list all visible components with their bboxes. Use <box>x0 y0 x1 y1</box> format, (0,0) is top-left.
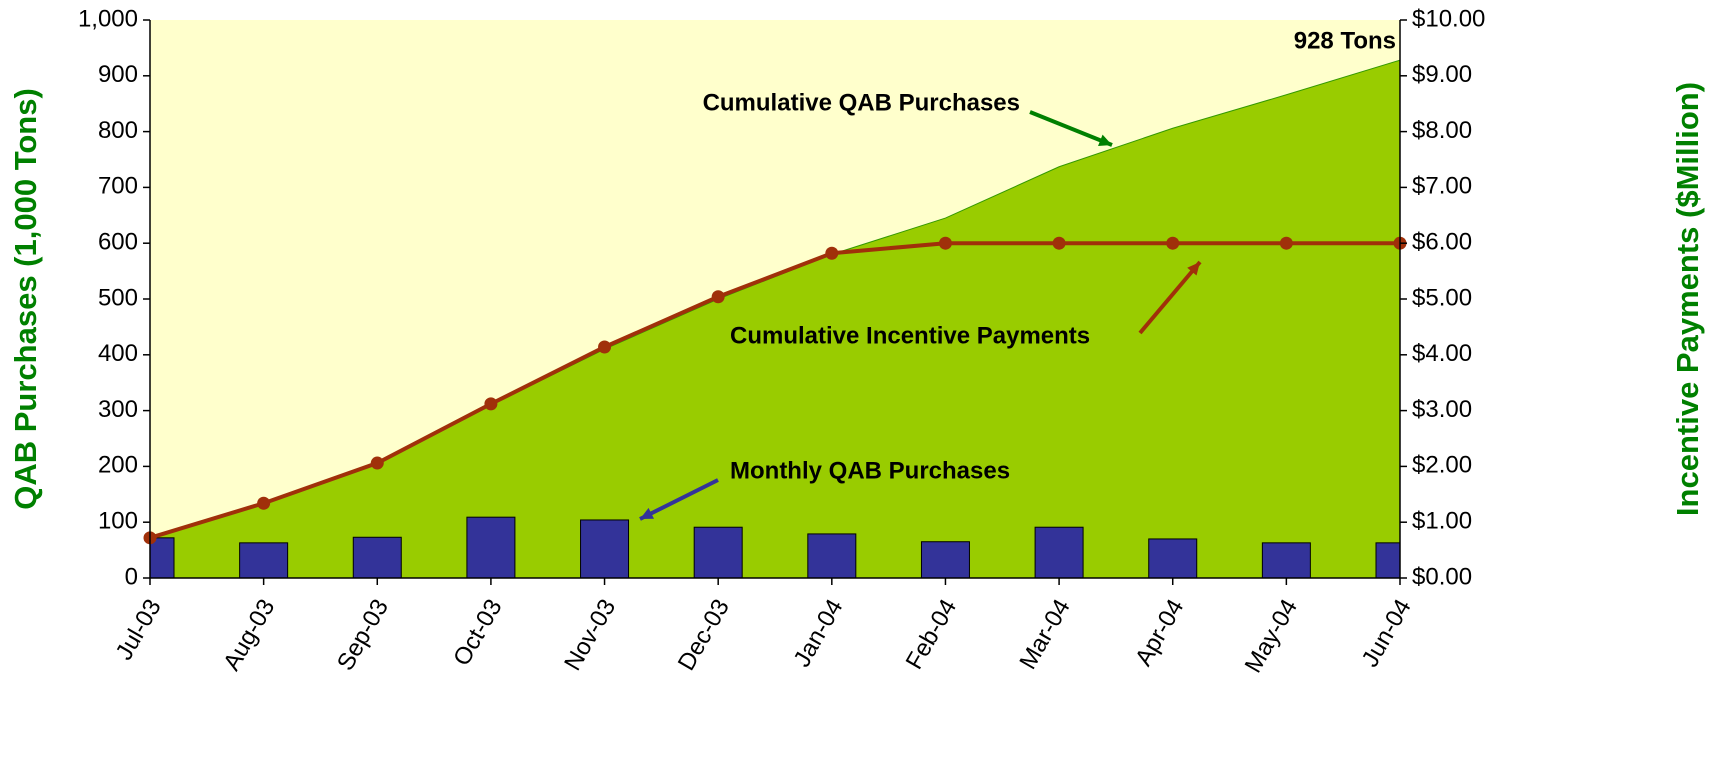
series-label: Cumulative QAB Purchases <box>703 89 1020 116</box>
x-tick-label: Sep-03 <box>332 595 394 676</box>
bar <box>150 537 175 578</box>
series-label: Cumulative Incentive Payments <box>730 322 1090 349</box>
label-arrow <box>1029 110 1113 147</box>
bar <box>580 519 630 578</box>
x-tick-label: Apr-04 <box>1130 595 1189 671</box>
y-tick-label: 300 <box>98 396 138 423</box>
annotation: 928 Tons <box>1294 27 1396 54</box>
x-tick-label: Jan-04 <box>788 595 848 672</box>
y-tick-label: 1,000 <box>78 5 138 32</box>
y2-tick-label: $2.00 <box>1412 452 1472 479</box>
x-tick-label: Nov-03 <box>559 595 621 676</box>
y2-axis-title: Incentive Payments ($Million) <box>1670 82 1705 516</box>
y-tick-label: 900 <box>98 61 138 88</box>
y-tick-label: 800 <box>98 117 138 144</box>
arrow-head <box>640 507 654 519</box>
bar <box>466 516 516 578</box>
line-marker <box>1052 236 1066 250</box>
line-marker <box>825 246 839 260</box>
x-tick-label: Mar-04 <box>1014 595 1075 674</box>
y-tick-label: 500 <box>98 284 138 311</box>
arrow-head <box>1098 134 1112 146</box>
label-arrow <box>1138 260 1202 335</box>
line-marker <box>1166 236 1180 250</box>
y2-tick-label: $4.00 <box>1412 340 1472 367</box>
line-marker <box>1279 236 1293 250</box>
y2-tick-label: $3.00 <box>1412 396 1472 423</box>
x-tick-label: Jul-03 <box>111 595 167 665</box>
bar <box>1148 538 1198 578</box>
y-tick-label: 600 <box>98 229 138 256</box>
y2-tick-label: $0.00 <box>1412 563 1472 590</box>
y-tick-label: 0 <box>125 563 138 590</box>
x-tick-label: May-04 <box>1240 595 1303 678</box>
bar <box>1034 526 1084 578</box>
y2-tick-label: $5.00 <box>1412 284 1472 311</box>
bar <box>807 533 857 578</box>
arrow-head <box>1187 262 1200 276</box>
x-tick-label: Jun-04 <box>1357 595 1417 672</box>
series-label: Monthly QAB Purchases <box>730 457 1010 484</box>
line-marker <box>257 496 271 510</box>
x-tick-label: Dec-03 <box>673 595 735 676</box>
x-tick-label: Oct-03 <box>448 595 507 671</box>
bar <box>693 526 743 578</box>
bar <box>1261 542 1311 578</box>
bar <box>1375 542 1400 578</box>
line-marker <box>484 397 498 411</box>
x-tick-label: Feb-04 <box>901 595 962 674</box>
plot-clip <box>150 59 1400 578</box>
line-marker <box>598 340 612 354</box>
y2-tick-label: $1.00 <box>1412 508 1472 535</box>
y-tick-label: 200 <box>98 452 138 479</box>
y-tick-label: 400 <box>98 340 138 367</box>
y2-tick-label: $9.00 <box>1412 61 1472 88</box>
y-tick-label: 100 <box>98 508 138 535</box>
y2-tick-label: $8.00 <box>1412 117 1472 144</box>
line <box>149 241 1400 540</box>
bar <box>920 541 970 578</box>
line-marker <box>938 236 952 250</box>
bar <box>239 542 289 578</box>
y2-tick-label: $6.00 <box>1412 229 1472 256</box>
line-marker <box>711 290 725 304</box>
y-tick-label: 700 <box>98 173 138 200</box>
bar <box>352 536 402 578</box>
label-arrow <box>639 478 719 521</box>
y2-tick-label: $10.00 <box>1412 5 1485 32</box>
x-tick-label: Aug-03 <box>218 595 280 676</box>
y-axis-title: QAB Purchases (1,000 Tons) <box>8 88 43 510</box>
line-marker <box>370 456 384 470</box>
y2-tick-label: $7.00 <box>1412 173 1472 200</box>
